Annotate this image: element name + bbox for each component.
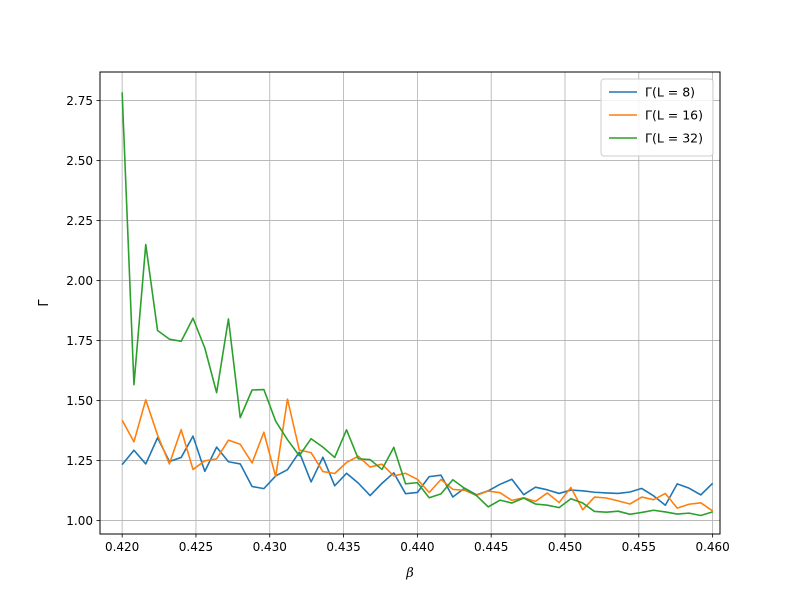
legend-box xyxy=(600,78,714,157)
y-axis-label: Γ xyxy=(37,299,52,307)
x-axis-label: β xyxy=(405,566,414,581)
y-tick-label: 2.75 xyxy=(66,94,93,108)
x-tick-label: 0.420 xyxy=(105,540,139,554)
series-lines xyxy=(121,92,714,517)
series-line-2 xyxy=(121,398,714,512)
x-tick-label: 0.430 xyxy=(253,540,287,554)
legend-label: Γ(L = 8) xyxy=(645,85,695,100)
legend-label: Γ(L = 32) xyxy=(645,131,703,146)
y-tick-label: 1.50 xyxy=(66,394,93,408)
x-tick-label: 0.460 xyxy=(695,540,729,554)
x-tick-label: 0.455 xyxy=(622,540,656,554)
y-tick-label: 2.50 xyxy=(66,154,93,168)
x-tick-label: 0.440 xyxy=(400,540,434,554)
legend: Γ(L = 8) Γ(L = 16) Γ(L = 32) xyxy=(600,78,714,157)
y-tick-label: 1.75 xyxy=(66,334,93,348)
series-line-3 xyxy=(121,92,713,517)
y-tick-label: 2.00 xyxy=(66,274,93,288)
x-tick-label: 0.445 xyxy=(474,540,508,554)
x-tick-label: 0.425 xyxy=(179,540,213,554)
y-tick-label: 2.25 xyxy=(66,214,93,228)
y-tick-label: 1.00 xyxy=(66,514,93,528)
x-tick-label: 0.450 xyxy=(548,540,582,554)
legend-label: Γ(L = 16) xyxy=(645,108,703,123)
plot-frame xyxy=(99,71,721,535)
x-tick-label: 0.435 xyxy=(326,540,360,554)
y-tick-label: 1.25 xyxy=(66,454,93,468)
axis-ticks: 0.420 0.425 0.430 0.435 0.440 0.445 0.450 0.455… xyxy=(66,94,730,554)
